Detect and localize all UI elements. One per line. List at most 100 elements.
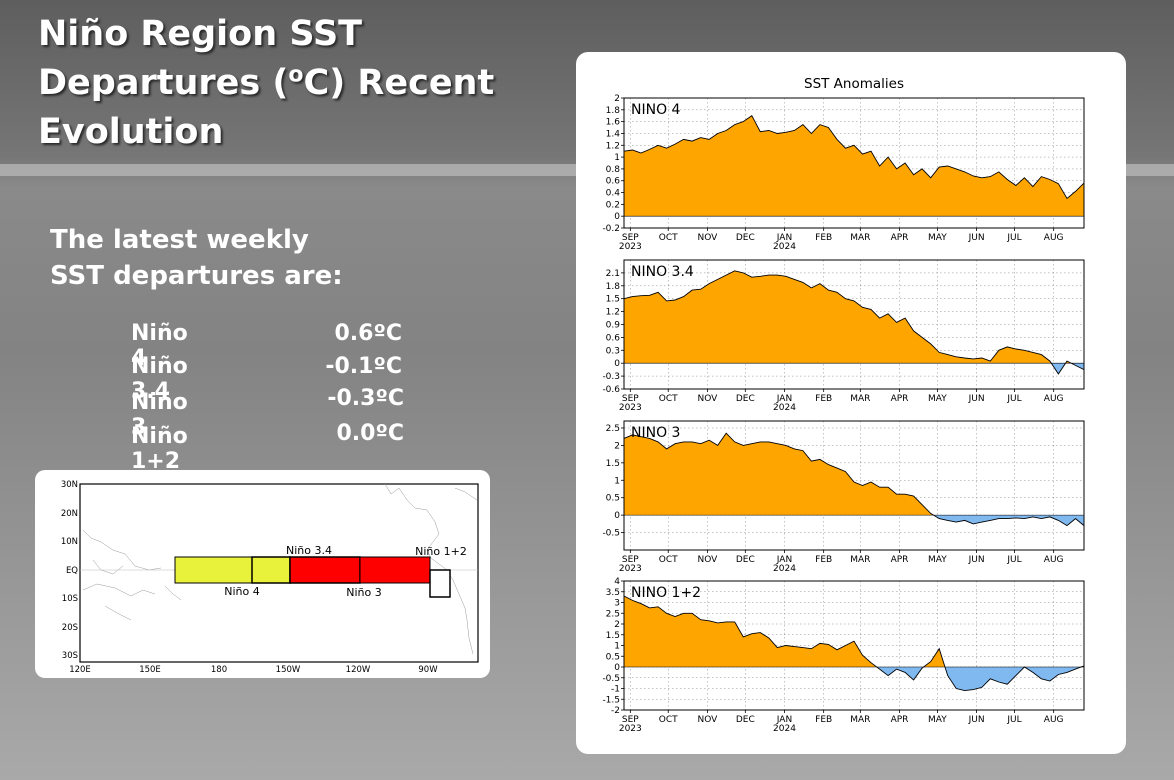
anomaly-series-line [623, 595, 1085, 692]
x-tick-label: JUN [968, 555, 985, 565]
y-tick-label: -1.5 [602, 695, 620, 705]
x-year-label: 2023 [619, 403, 642, 413]
x-tick-label: DEC [736, 555, 755, 565]
y-tick-label: 1 [614, 642, 620, 652]
anomaly-series-line [623, 270, 1085, 375]
x-year-label: 2023 [619, 724, 642, 734]
y-tick-label: 2 [614, 441, 620, 451]
x-tick-label: APR [891, 233, 909, 243]
x-tick-label: JAN [776, 715, 792, 725]
x-tick-label: FEB [815, 555, 832, 565]
y-tick-label: 2 [614, 94, 620, 104]
region-value-nino12: 0.0ºC [336, 421, 404, 446]
x-tick-label: JUL [1006, 715, 1021, 725]
map-lon-label: 120E [69, 665, 91, 675]
x-tick-label: MAY [928, 555, 947, 565]
y-tick-label: -0.5 [602, 674, 620, 684]
x-year-label: 2024 [773, 564, 796, 574]
x-tick-label: SEP [622, 394, 639, 404]
x-tick-label: OCT [659, 394, 678, 404]
sst-anomalies-chart-panel: SST Anomalies -0.2 0 0.2 0.4 0.6 0.8 1 1.2 1.4 1.… [576, 52, 1126, 754]
x-tick-label: NOV [697, 233, 718, 243]
y-tick-label: 3 [614, 599, 620, 609]
y-tick-label: 1.5 [606, 631, 620, 641]
intro-line-1: The latest weekly [50, 225, 309, 255]
x-tick-label: MAR [850, 394, 870, 404]
panel-frame [623, 97, 1085, 229]
x-tick-label: MAY [928, 394, 947, 404]
x-tick-label: JAN [776, 233, 792, 243]
x-tick-label: JUL [1006, 394, 1021, 404]
positive-anomaly-area [624, 433, 1084, 516]
y-tick-label: 1 [614, 153, 620, 163]
x-tick-label: MAY [928, 233, 947, 243]
positive-anomaly-area [624, 596, 1084, 667]
map-lat-label: EQ [66, 566, 78, 576]
y-tick-label: 2.5 [606, 424, 620, 434]
y-tick-label: 3.5 [606, 588, 620, 598]
y-tick-label: 1.4 [606, 129, 621, 139]
y-tick-label: -0.5 [602, 529, 620, 539]
anomaly-series-line [623, 432, 1085, 527]
y-tick-label: 0.3 [606, 346, 620, 356]
map-lon-label: 120W [346, 665, 371, 675]
y-tick-label: 0.6 [606, 333, 621, 343]
x-tick-label: APR [891, 555, 909, 565]
y-tick-label: 0.5 [606, 652, 620, 662]
x-tick-label: JUL [1006, 555, 1021, 565]
x-tick-label: MAY [928, 715, 947, 725]
y-tick-label: 0.9 [606, 321, 621, 331]
x-year-label: 2024 [773, 403, 796, 413]
label-nino4: Niño 4 [224, 585, 259, 598]
x-tick-label: AUG [1044, 233, 1064, 243]
title-line-2a: Departures ( [38, 63, 289, 103]
y-tick-label: 0.6 [606, 177, 621, 187]
negative-anomaly-area [624, 515, 1084, 526]
y-tick-label: -0.3 [602, 372, 620, 382]
intro-text: The latest weekly SST departures are: [50, 222, 343, 294]
x-tick-label: DEC [736, 715, 755, 725]
panel-name-label: NINO 4 [631, 102, 681, 118]
x-tick-label: OCT [659, 233, 678, 243]
x-tick-label: JUL [1006, 233, 1021, 243]
x-tick-label: NOV [697, 394, 718, 404]
x-tick-label: SEP [622, 555, 639, 565]
x-tick-label: JUN [968, 233, 985, 243]
x-tick-label: NOV [697, 555, 718, 565]
map-lat-label: 30N [61, 480, 78, 490]
x-tick-label: MAR [850, 233, 870, 243]
x-tick-label: DEC [736, 233, 755, 243]
x-tick-label: SEP [622, 715, 639, 725]
y-tick-label: 1 [614, 476, 620, 486]
x-tick-label: DEC [736, 394, 755, 404]
y-tick-label: 1.8 [606, 106, 621, 116]
x-tick-label: AUG [1044, 715, 1064, 725]
sst-anomalies-chart: SST Anomalies -0.200.20.40.60.811.21.41.… [602, 76, 1085, 734]
chart-title: SST Anomalies [804, 76, 904, 92]
nino4-region-box [174, 556, 253, 584]
nino-regions-map-panel: Niño 3.4 Niño 4 Niño 3 Niño 1+2 30N 20N 10… [35, 470, 490, 678]
x-tick-label: AUG [1044, 555, 1064, 565]
map-lat-label: 10S [62, 594, 78, 604]
y-tick-label: 1.6 [606, 118, 621, 128]
map-lon-label: 90W [418, 665, 438, 675]
x-tick-label: JUN [968, 715, 985, 725]
x-tick-label: FEB [815, 715, 832, 725]
map-lat-label: 30S [62, 651, 78, 661]
y-tick-label: 0 [614, 511, 620, 521]
x-tick-label: APR [891, 715, 909, 725]
panel-name-label: NINO 3.4 [631, 264, 694, 280]
intro-line-2: SST departures are: [50, 261, 343, 291]
map-lat-label: 20S [62, 623, 78, 633]
x-tick-label: JUN [968, 394, 985, 404]
nino3-region-box [359, 556, 431, 584]
y-tick-label: -0.6 [602, 385, 620, 395]
x-tick-label: AUG [1044, 394, 1064, 404]
map-lon-label: 150W [276, 665, 301, 675]
y-tick-label: 0 [614, 359, 620, 369]
y-tick-label: 2.5 [606, 609, 620, 619]
nino34-east-box [289, 556, 361, 584]
map-latitude-labels: 30N 20N 10N EQ 10S 20S 30S [61, 480, 78, 661]
